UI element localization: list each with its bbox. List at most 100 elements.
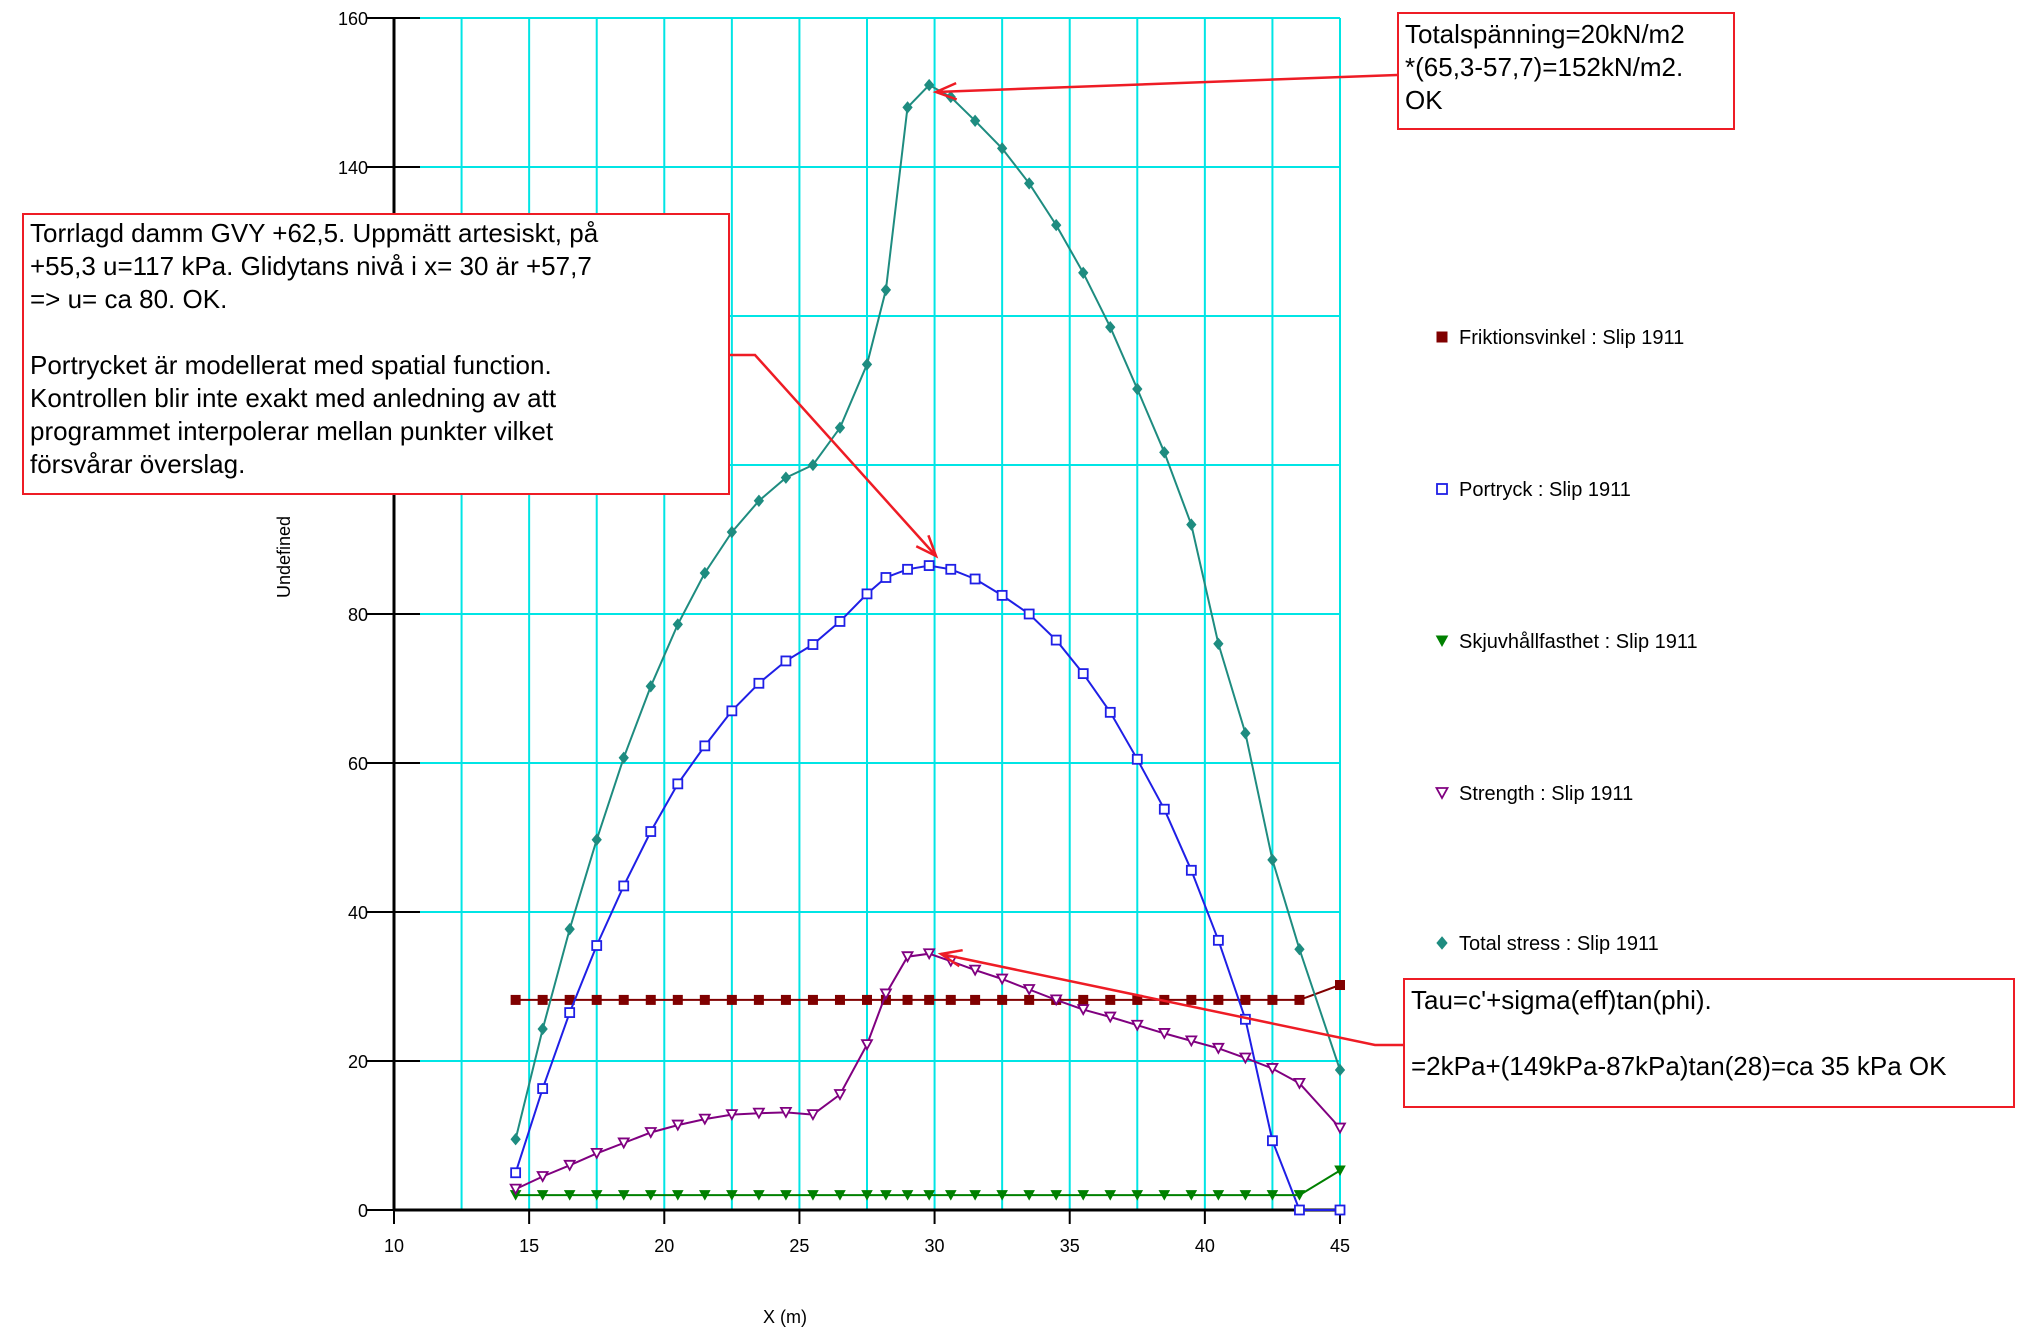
data-point xyxy=(753,677,765,689)
data-point xyxy=(1076,1004,1090,1016)
data-point xyxy=(1212,1190,1225,1201)
y-tick-label: 80 xyxy=(348,605,368,625)
leader-line xyxy=(935,73,1398,94)
leader-pore-pressure xyxy=(730,353,939,559)
data-point xyxy=(1131,1190,1144,1201)
data-point xyxy=(1239,1190,1252,1201)
series-3 xyxy=(509,1165,1346,1201)
series-2 xyxy=(510,560,1346,1216)
data-point xyxy=(536,1171,550,1183)
legend-label: Strength : Slip 1911 xyxy=(1459,783,1633,805)
data-point xyxy=(510,1167,522,1179)
leader-shear-strength xyxy=(937,948,1403,1047)
callout-shear-strength: Tau=c'+sigma(eff)tan(phi). =2kPa+(149kPa… xyxy=(1403,978,2015,1108)
callout-pore-pressure: Torrlagd damm GVY +62,5. Uppmätt artesis… xyxy=(22,213,730,495)
data-point xyxy=(1024,177,1035,190)
data-point xyxy=(1184,1035,1198,1048)
data-point xyxy=(726,705,738,717)
legend-entry-5: Total stress : Slip 1911 xyxy=(1436,933,1659,955)
series-layer xyxy=(509,78,1347,1216)
data-point xyxy=(672,618,683,631)
data-point xyxy=(1050,634,1062,646)
legend-label: Portryck : Slip 1911 xyxy=(1459,479,1631,501)
data-point xyxy=(1024,994,1035,1005)
data-point xyxy=(699,740,711,752)
legend-marker xyxy=(1436,483,1448,495)
data-point xyxy=(922,948,936,961)
data-point xyxy=(510,994,521,1005)
data-point xyxy=(672,778,684,790)
data-point xyxy=(945,994,956,1005)
data-point xyxy=(1078,266,1089,279)
data-point xyxy=(970,994,981,1005)
data-point xyxy=(1158,1190,1171,1201)
legend-entry-2: Portryck : Slip 1911 xyxy=(1436,479,1631,501)
data-point xyxy=(1266,1190,1279,1201)
data-point xyxy=(698,1113,712,1126)
data-point xyxy=(834,421,846,434)
leader-arrowhead xyxy=(915,534,939,559)
data-point xyxy=(1267,994,1278,1005)
data-point xyxy=(510,1133,521,1146)
data-point xyxy=(834,1190,846,1201)
x-tick-label: 15 xyxy=(519,1236,539,1256)
legend-marker xyxy=(1436,936,1448,950)
data-point xyxy=(1294,1204,1305,1216)
data-point xyxy=(537,1083,549,1094)
data-point xyxy=(1334,1063,1346,1077)
data-point xyxy=(780,994,791,1005)
y-tick-label: 60 xyxy=(348,754,368,774)
data-point xyxy=(833,1089,847,1101)
x-tick-label: 40 xyxy=(1195,1236,1215,1256)
legend-label: Total stress : Slip 1911 xyxy=(1459,933,1659,955)
x-tick-label: 35 xyxy=(1060,1236,1080,1256)
x-tick-label: 25 xyxy=(789,1236,809,1256)
data-point xyxy=(1131,753,1143,765)
legend-entry-1: Friktionsvinkel : Slip 1911 xyxy=(1436,327,1684,349)
data-point xyxy=(1294,994,1305,1005)
data-point xyxy=(726,1190,738,1201)
data-point xyxy=(1130,1019,1144,1032)
data-point xyxy=(1238,1052,1252,1065)
series-line xyxy=(514,564,1340,1211)
data-point xyxy=(924,78,935,92)
data-point xyxy=(1050,1190,1062,1201)
data-point xyxy=(1186,518,1197,531)
data-point xyxy=(1265,1063,1279,1075)
legend-entry-4: Strength : Slip 1911 xyxy=(1434,783,1633,805)
data-point xyxy=(923,560,935,571)
legend-label: Skjuvhållfasthet : Slip 1911 xyxy=(1459,631,1698,653)
data-point xyxy=(564,1007,576,1018)
series-line xyxy=(514,83,1341,1140)
data-point xyxy=(1104,706,1116,718)
data-point xyxy=(753,1190,765,1201)
series-5 xyxy=(510,78,1346,1146)
data-point xyxy=(1104,1190,1117,1201)
data-point xyxy=(725,1109,739,1122)
series-line xyxy=(515,952,1341,1191)
data-point xyxy=(880,283,892,297)
legend-marker xyxy=(1435,635,1449,648)
data-point xyxy=(1158,803,1170,815)
leader-total-stress xyxy=(932,73,1398,101)
data-point xyxy=(945,563,957,575)
data-point xyxy=(1103,1011,1117,1024)
data-point xyxy=(807,994,818,1005)
data-point xyxy=(1335,980,1345,991)
data-point xyxy=(1334,1165,1346,1177)
data-point xyxy=(779,1107,793,1119)
y-tick-label: 0 xyxy=(358,1201,368,1221)
data-point xyxy=(1023,1190,1035,1201)
y-tick-label: 20 xyxy=(348,1052,368,1072)
data-point xyxy=(902,101,913,114)
data-point xyxy=(1022,984,1036,996)
data-point xyxy=(1240,727,1251,740)
series-1 xyxy=(510,980,1345,1005)
data-point xyxy=(591,994,602,1005)
data-point xyxy=(699,1190,711,1201)
x-tick-label: 10 xyxy=(384,1236,404,1256)
data-point xyxy=(1333,1122,1347,1135)
legend-label: Friktionsvinkel : Slip 1911 xyxy=(1459,327,1684,349)
data-point xyxy=(996,1190,1008,1201)
